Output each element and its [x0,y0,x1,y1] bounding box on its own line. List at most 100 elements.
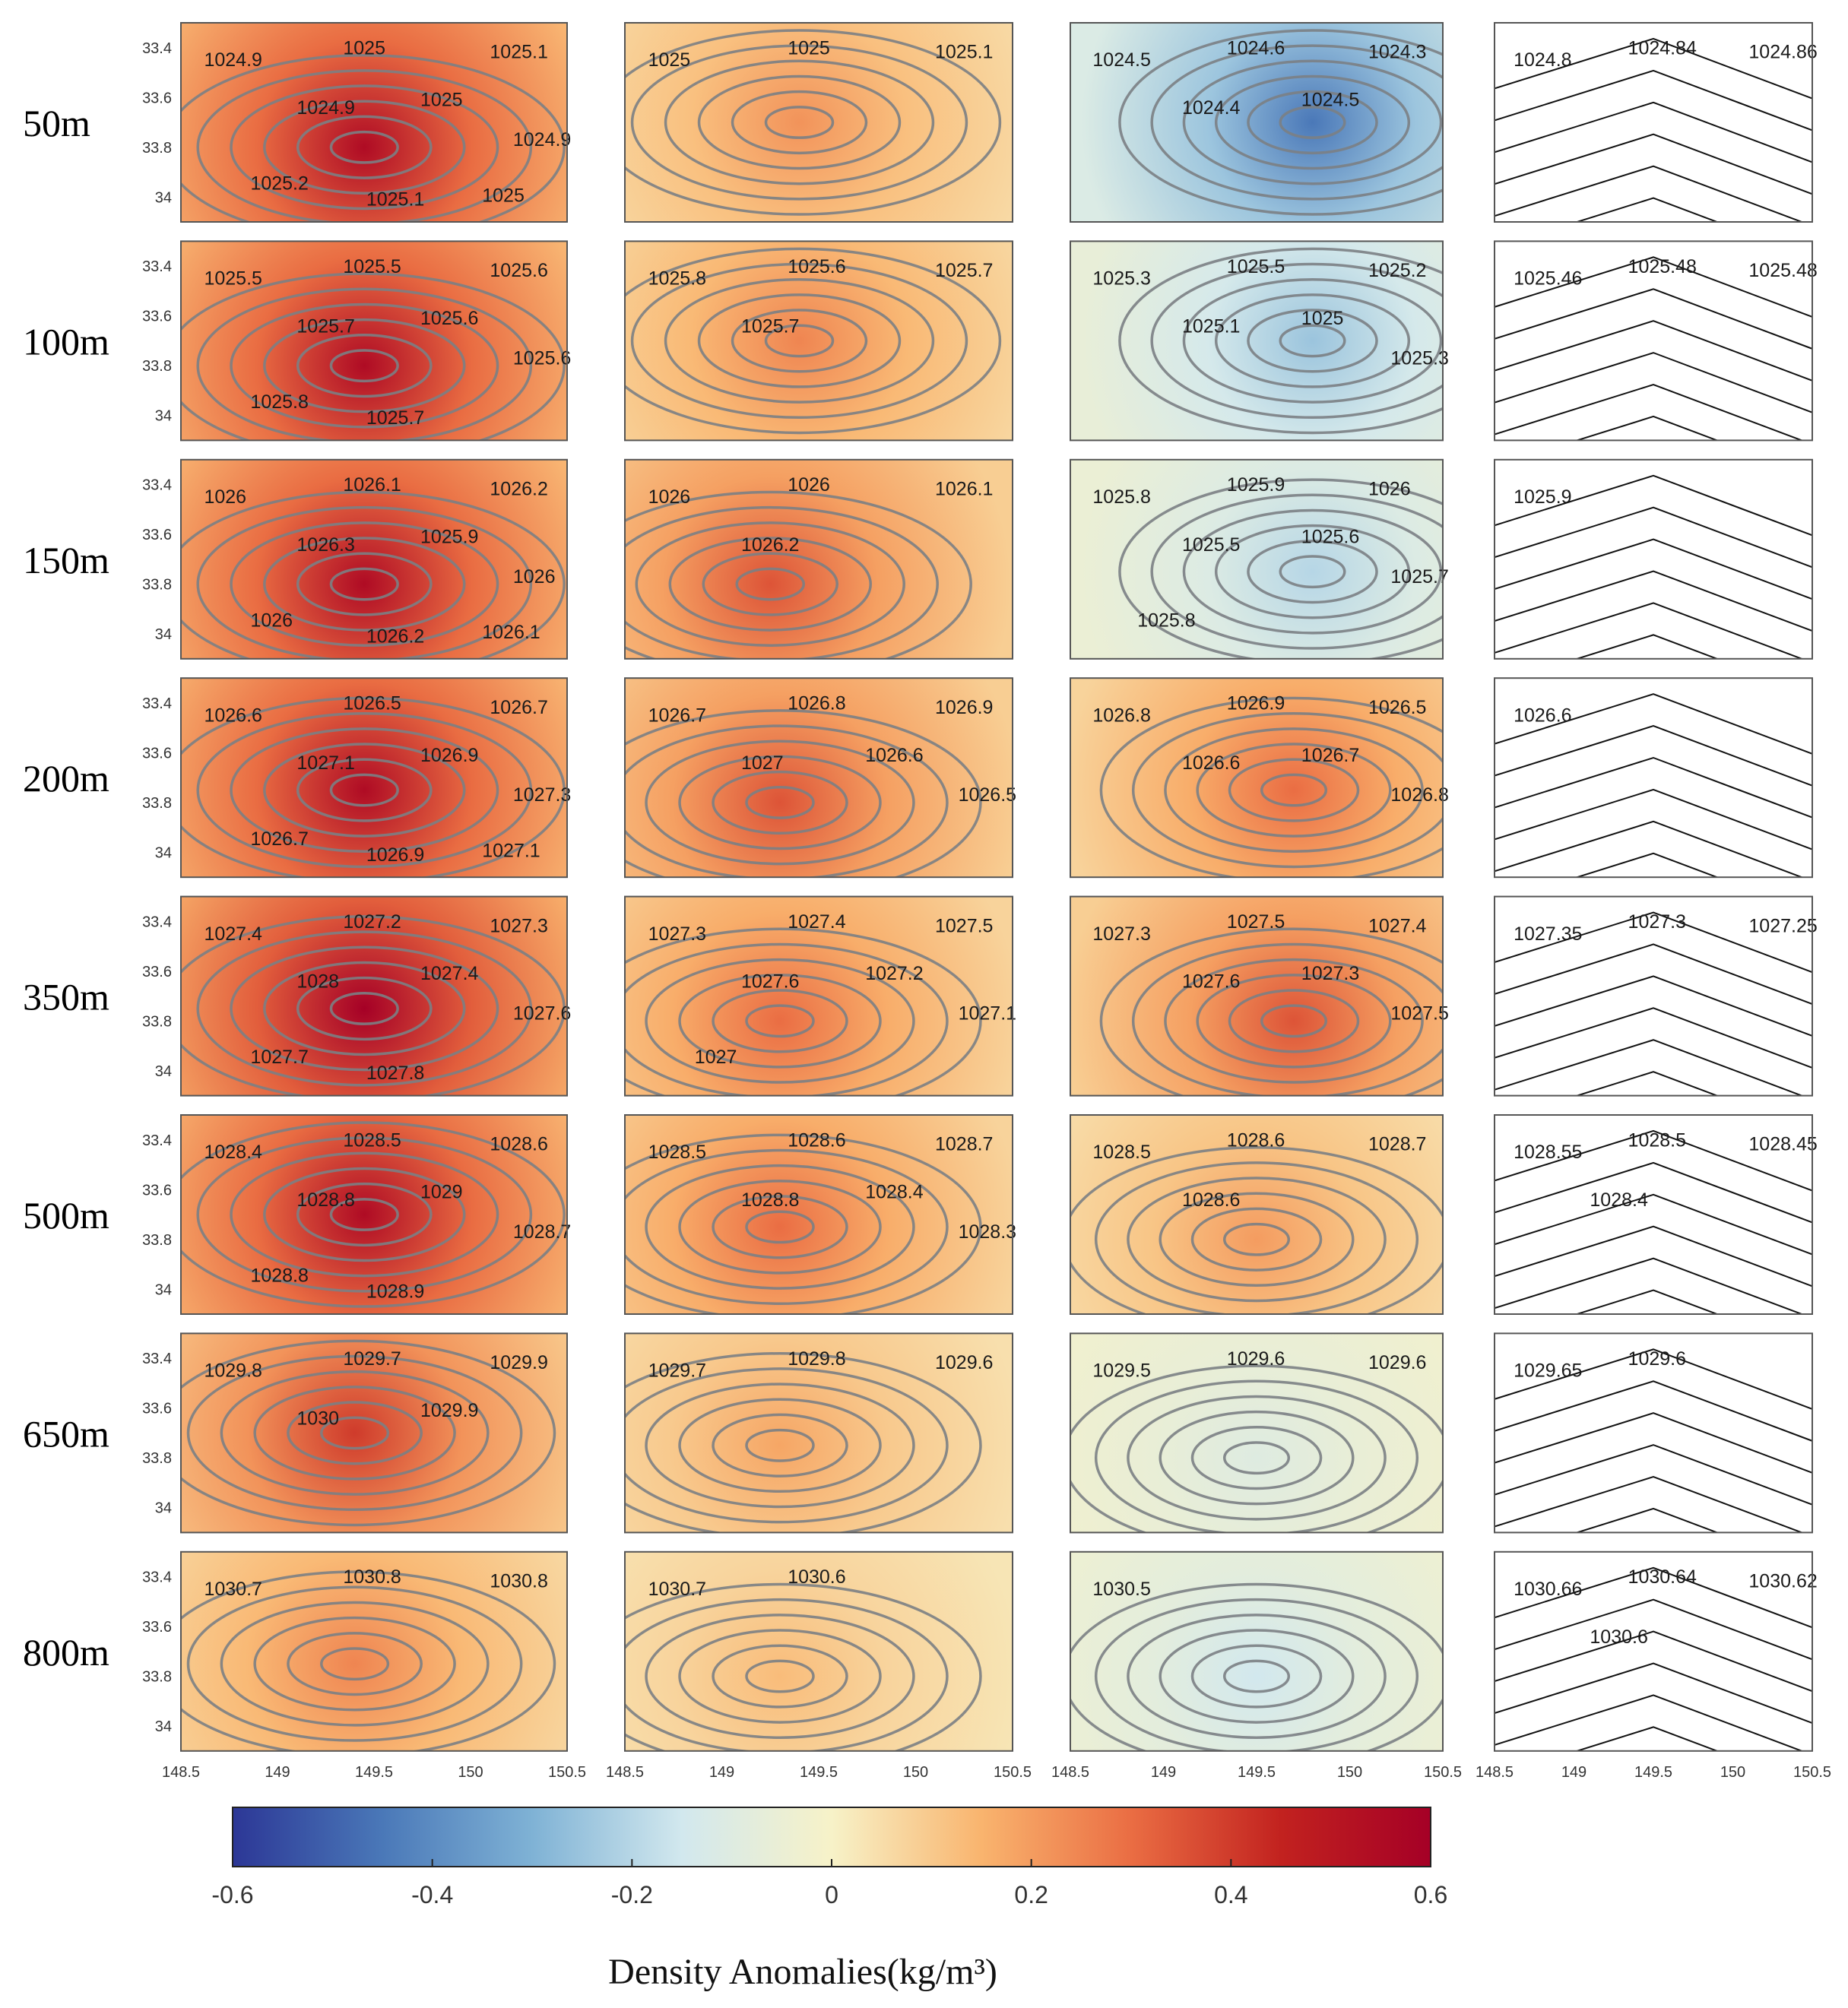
contour-line [1495,1662,1812,1725]
contour-line [625,1582,982,1751]
contour-value-label: 1025.6 [1301,526,1359,547]
panel: 1026.7 1026.8 1026.9 1027 1026.6 1026.5 [624,677,1016,879]
contour-value-label: 1028.8 [741,1189,799,1211]
contour-line [1150,493,1443,650]
contour-line [1495,602,1804,659]
contour-value-label: 1027.1 [296,752,354,774]
contour-line [745,786,815,819]
contour-line [645,1382,915,1509]
contour-line [625,29,1002,216]
contour-line [1222,1659,1291,1693]
panel: 1025.8 1025.9 1026 1025.5 1025.6 1025.7 1025.8 [1070,458,1449,660]
contour-line [1182,59,1443,185]
contour-line [1495,975,1812,1037]
contour-value-label: 1027.5 [935,915,993,936]
contour-value-label: 1027.3 [513,784,571,806]
contour-line [1190,1207,1323,1272]
contour-line [625,927,982,1096]
contour-value-label: 1025.8 [1137,610,1195,631]
panel-frame [1494,1114,1813,1315]
contour-value-label: 1024.3 [1368,42,1426,63]
contour-line [1222,1441,1291,1475]
contour-value-label: 1024.4 [1182,97,1241,119]
contour-value-label: 1027.7 [250,1047,308,1068]
panel-frame [180,677,568,879]
contour-value-label: 1027.35 [1514,923,1582,945]
panel-frame [180,895,568,1097]
contour-value-label: 1025.8 [648,268,706,290]
x-tick-label: 150 [1720,1764,1745,1781]
contour-line [625,724,949,878]
contour-line [745,1004,815,1038]
colorbar-title: Density Anomalies(kg/m³) [608,1952,997,1992]
x-tick-label: 149.5 [800,1764,838,1781]
panel-frame [1070,677,1444,879]
contour-value-label: 1030 [296,1408,339,1429]
contour-line [1495,133,1812,195]
contour-value-label: 1027.4 [788,911,846,933]
contour-value-label: 1029.65 [1514,1360,1582,1382]
contour-value-label: 1025.9 [1514,486,1571,508]
anomaly-field [625,1333,1013,1533]
contour-value-label: 1025.5 [1227,256,1285,277]
contour-line [1495,1257,1804,1314]
panel: 1025.8 1025.6 1025.7 1025.7 [624,240,1013,442]
contour-line [625,709,982,878]
panel: 1030.7 1030.8 1030.8 [180,1550,568,1752]
contour-value-label: 1027.25 [1748,915,1817,936]
contour-value-label: 1026.1 [482,622,540,643]
contour-line [196,930,533,1087]
y-tick-label: 33.8 [142,1450,172,1467]
contour-line [181,1570,556,1751]
contour-line [645,1614,915,1739]
contour-value-label: 1024.9 [204,49,262,71]
panel-frame [180,22,568,223]
contour-line [230,1151,499,1278]
contour-line [186,1585,523,1742]
panel: 1027.3 1027.5 1027.4 1027.6 1027.3 1027.5 [1070,895,1449,1097]
panel-frame [1494,1332,1813,1534]
panel: 1026 1026 1026.1 1026.2 [624,458,1013,660]
contour-value-label: 1028.7 [1368,1134,1426,1155]
y-tick-label: 34 [155,1281,172,1298]
contour-line [1495,1380,1812,1442]
contour-value-label: 1028.6 [490,1134,547,1155]
x-tick-label: 148.5 [1051,1764,1089,1781]
panel: 1026.6 [1494,677,1813,879]
y-tick-label: 33.8 [142,1232,172,1249]
y-tick-label: 34 [155,844,172,861]
panel-frame [1070,1114,1444,1315]
contour-value-label: 1028.7 [513,1221,571,1243]
panel-frame [180,1332,568,1534]
contour-line [712,1644,848,1709]
contour-value-label: 1025.46 [1514,268,1582,290]
contour-value-label: 1027.5 [1390,1003,1448,1025]
contour-line [1279,324,1346,358]
contour-value-label: 1025.8 [1092,486,1150,508]
contour-line [625,1367,949,1524]
contour-line [1495,37,1812,100]
contour-line [329,773,399,807]
contour-line [745,1210,815,1244]
panel-frame [624,240,1013,442]
contour-value-label: 1028.3 [959,1221,1016,1243]
contour-line [329,992,399,1025]
contour-line [296,552,433,616]
contour-line [1495,256,1812,318]
y-tick-label: 34 [155,189,172,206]
contour-value-label: 1026.8 [788,693,845,714]
panel: 1024.5 1024.6 1024.3 1024.4 1024.5 [1070,22,1444,223]
contour-line [1159,1192,1355,1287]
contour-line [1247,309,1378,373]
contour-line [263,1167,466,1262]
y-tick-label: 33.4 [142,914,172,930]
contour-line [329,349,399,383]
contour-value-label: 1026.9 [420,745,478,766]
contour-value-label: 1030.7 [648,1579,706,1600]
contour-line [1095,1598,1418,1751]
depth-label: 650m [23,1412,109,1455]
contour-line [1070,1364,1443,1533]
contour-value-label: 1025.2 [1368,260,1426,281]
panel: 1026.6 1026.5 1026.7 1027.1 1026.9 1027.3 1026… [180,677,571,879]
